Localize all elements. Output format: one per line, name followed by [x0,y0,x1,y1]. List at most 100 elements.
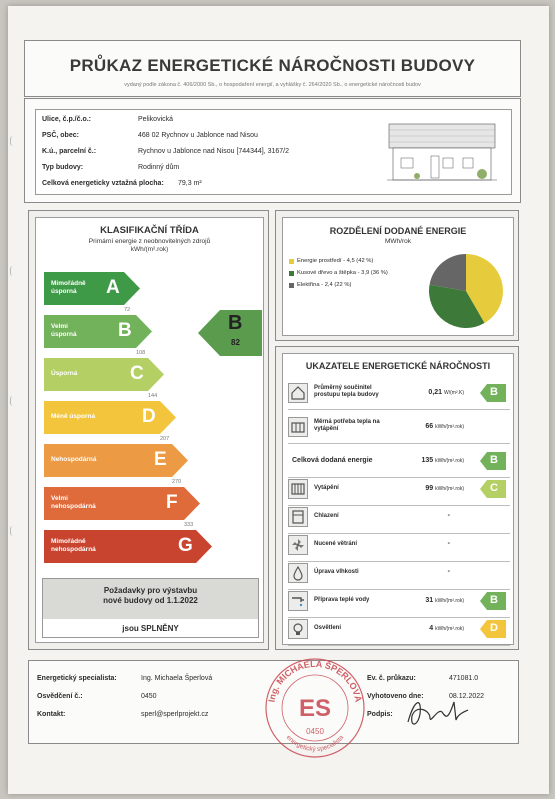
indicator-class-badge: D [480,620,506,638]
indicator-value: 66 kWh/(m².rok) [425,423,464,430]
type-label: Typ budovy: [42,164,84,171]
classification-title: KLASIFIKAČNÍ TŘÍDA [100,225,199,236]
indicator-value: - [447,568,450,575]
street-value: Pelikovická [138,116,174,123]
svg-text:ES: ES [299,695,331,722]
indicator-label: Měrná potřeba tepla na vytápění [314,419,380,432]
punch-hole [10,526,16,536]
punch-hole [10,266,16,276]
certificate-label: Osvědčení č.: [37,693,83,700]
row-divider [288,477,510,478]
row-divider [288,443,510,444]
indicator-label: Průměrný součinitel prostupu tepla budov… [314,385,379,398]
class-letter: B [118,320,132,341]
class-label: Nehospodárná [51,456,97,463]
indicator-class-badge: B [480,452,506,470]
classification-panel: KLASIFIKAČNÍ TŘÍDA Primární energie z ne… [28,210,269,650]
distribution-title: ROZDĚLENÍ DODANÉ ENERGIE [329,226,467,236]
classification-subtitle: Primární energie z neobnovitelných zdroj… [88,238,211,245]
indicator-row: Měrná potřeba tepla na vytápění 66 kWh/(m… [288,416,510,444]
class-letter: F [166,492,178,513]
class-threshold: 72 [124,307,131,313]
indicator-value: 135 kWh/(m².rok) [421,457,464,464]
requirements-result: jsou SPLNĚNY [122,624,179,633]
tap-icon [288,591,308,611]
specialist-stamp: Ing. MICHAELA ŠPERLOVÁ energetický speci… [265,658,365,758]
indicator-row: Osvětlení 4 kWh/(m².rok) D [288,618,510,646]
psc-value: 468 02 Rychnov u Jablonce nad Nisou [138,132,258,139]
contact-value: sperl@sperlprojekt.cz [141,711,209,718]
row-divider [288,589,510,590]
class-label: Mimořádně nehospodárná [51,538,96,553]
indicator-class-badge: C [480,480,506,498]
class-arrow-b: Velmi úsporná B [44,315,152,348]
pie-slice [429,254,466,291]
row-divider [288,409,510,410]
indicator-label: Osvětlení [314,625,342,631]
indicator-row: Průměrný součinitel prostupu tepla budov… [288,382,510,410]
indicator-label: Celková dodaná energie [292,457,373,464]
legend-item: Kusové dřevo a štěpka - 3,9 (36 %) [289,270,388,282]
legend-label: Energie prostředí - 4,5 (42 %) [297,258,374,264]
street-label: Ulice, č.p./č.o.: [42,116,92,123]
building-drawing [387,123,497,181]
distribution-panel: ROZDĚLENÍ DODANÉ ENERGIE MWh/rok Energie… [275,210,519,341]
indicator-class-badge: B [480,384,506,402]
indicator-value: 4 kWh/(m².rok) [429,625,464,632]
humidity-icon [288,563,308,583]
certificate-value: 0450 [141,693,157,700]
row-divider [288,645,510,646]
indicator-label: Vytápění [314,485,339,491]
class-threshold: 207 [160,436,170,442]
date-value: 08.12.2022 [449,693,485,700]
indicator-class-badge: B [480,592,506,610]
requirements-box: Požadavky pro výstavbu nové budovy od 1.… [42,578,259,638]
indicator-value: 31 kWh/(m².rok) [425,597,464,604]
class-threshold: 108 [136,350,146,356]
building-info-inner: Ulice, č.p./č.o.: Pelikovická PSČ, obec:… [35,109,512,195]
requirements-line1: Požadavky pro výstavbu [103,586,198,595]
signature-label: Podpis: [367,711,393,718]
class-arrow-a: Mimořádně úsporná A [44,272,140,305]
indicator-label: Nucené větrání [314,541,358,547]
indicator-row: Úprava vlhkosti - [288,562,510,590]
legend-label: Kusové dřevo a štěpka - 3,9 (36 %) [297,270,388,276]
page-subtitle: vydaný podle zákona č. 406/2000 Sb., o h… [124,82,421,88]
indicator-label: Úprava vlhkosti [314,569,359,575]
ku-label: K.ú., parcelní č.: [42,148,97,155]
legend-swatch [289,259,294,264]
ev-number-label: Ev. č. průkazu: [367,675,416,682]
row-divider [288,505,510,506]
ev-number-value: 471081.0 [449,675,479,682]
class-arrow-c: Úsporná C [44,358,164,391]
pie-slice [429,284,485,328]
legend-item: Elektřina - 2,4 (22 %) [289,282,388,294]
page-title: PRŮKAZ ENERGETICKÉ NÁROČNOSTI BUDOVY [69,56,476,75]
indicator-value: - [447,540,450,547]
house-icon [288,383,308,403]
contact-label: Kontakt: [37,711,66,718]
indicators-title: UKAZATELE ENERGETICKÉ NÁROČNOSTI [305,361,491,371]
signature [407,701,469,725]
class-letter: E [154,449,167,470]
class-letter: D [142,406,156,427]
indicator-label: Příprava teplé vody [314,597,370,603]
distribution-unit: MWh/rok [385,238,411,245]
legend-item: Energie prostředí - 4,5 (42 %) [289,258,388,270]
distribution-legend: Energie prostředí - 4,5 (42 %) Kusové dře… [289,258,388,294]
area-label: Celková energeticky vztažná plocha: [42,180,164,187]
class-label: Velmi nehospodárná [51,495,96,510]
indicators-panel: UKAZATELE ENERGETICKÉ NÁROČNOSTI Průměrn… [275,346,519,650]
distribution-pie [429,254,503,328]
cooling-icon [288,507,308,527]
indicator-row: Nucené větrání - [288,534,510,562]
row-divider [288,561,510,562]
indicator-row: Chlazení - [288,506,510,534]
radiator-icon [288,417,308,437]
class-letter: C [130,363,144,384]
svg-text:0450: 0450 [306,727,324,736]
ku-value: Rychnov u Jablonce nad Nisou [744344], 3… [138,148,289,155]
requirements-header: Požadavky pro výstavbu nové budovy od 1.… [43,579,258,619]
result-badge [198,310,262,356]
building-info: Ulice, č.p./č.o.: Pelikovická PSČ, obec:… [24,98,521,203]
